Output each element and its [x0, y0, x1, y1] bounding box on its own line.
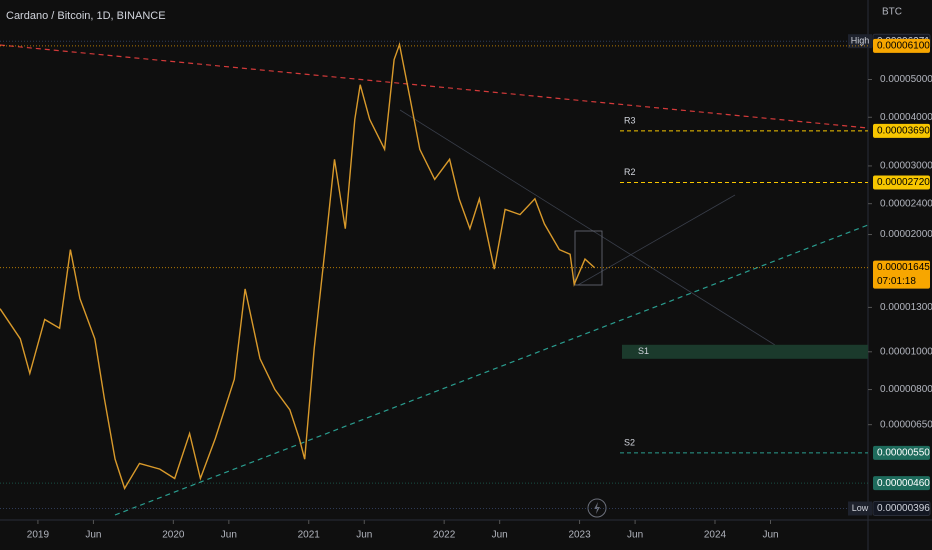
x-tick-label: 2019: [27, 530, 50, 541]
projection-line: [577, 194, 736, 286]
y-tick-label: 0.00000800: [880, 384, 932, 395]
price-badge-label: 0.00000396: [877, 503, 930, 514]
price-badge: [873, 175, 930, 190]
projection-line: [399, 109, 776, 346]
x-tick-label: 2020: [162, 530, 185, 541]
y-tick-label: 0.00001300: [880, 302, 932, 313]
level-tag: Low: [852, 503, 869, 513]
price-badge-label: 0.00003690: [877, 126, 930, 137]
price-badge-label: 0.00002720: [877, 177, 930, 188]
countdown: 07:01:18: [877, 276, 916, 287]
x-tick-label: 2021: [298, 530, 321, 541]
price-badge-label: 0.00000460: [877, 478, 930, 489]
y-tick-label: 0.00005000: [880, 74, 932, 85]
price-badge-label: 0.00001645: [877, 262, 930, 273]
x-tick-label: 2022: [433, 530, 456, 541]
level-tag: High: [851, 36, 870, 46]
y-tick-label: 0.00002000: [880, 229, 932, 240]
chart-title: Cardano / Bitcoin, 1D, BINANCE: [6, 10, 166, 22]
price-line: [0, 41, 595, 491]
level-tag-box: [848, 501, 872, 516]
x-tick-label: Jun: [627, 530, 643, 541]
y-tick-label: 0.00002400: [880, 198, 932, 209]
price-badge: [873, 38, 930, 53]
price-badge: [872, 501, 931, 517]
lightning-icon: [594, 502, 600, 514]
axis-unit: BTC: [882, 7, 902, 18]
y-tick-label: 0.00001000: [880, 346, 932, 357]
x-tick-label: Jun: [356, 530, 372, 541]
price-badge: [873, 260, 930, 289]
price-badge: [873, 445, 930, 460]
x-tick-label: Jun: [85, 530, 101, 541]
price-badge-label: 0.00000550: [877, 448, 930, 459]
price-badge: [873, 476, 930, 491]
y-tick-label: 0.00003000: [880, 161, 932, 172]
x-tick-label: Jun: [492, 530, 508, 541]
lightning-button[interactable]: [587, 498, 607, 518]
y-tick-label: 0.00000650: [880, 419, 932, 430]
support-zone: [622, 344, 868, 359]
level-tag-box: [848, 34, 872, 49]
price-badge-label: 0.00006100: [877, 41, 930, 52]
resistance-trendline: [0, 44, 869, 129]
price-badge: [873, 123, 930, 138]
x-tick-label: 2023: [568, 530, 591, 541]
level-tag: R3: [624, 115, 636, 125]
x-tick-label: Jun: [221, 530, 237, 541]
level-tag: S1: [638, 346, 649, 356]
y-tick-label: 0.00004000: [880, 112, 932, 123]
x-tick-label: 2024: [704, 530, 727, 541]
level-tag: S2: [624, 437, 635, 447]
focus-box: [574, 230, 603, 286]
level-tag: R2: [624, 167, 636, 177]
x-tick-label: Jun: [762, 530, 778, 541]
